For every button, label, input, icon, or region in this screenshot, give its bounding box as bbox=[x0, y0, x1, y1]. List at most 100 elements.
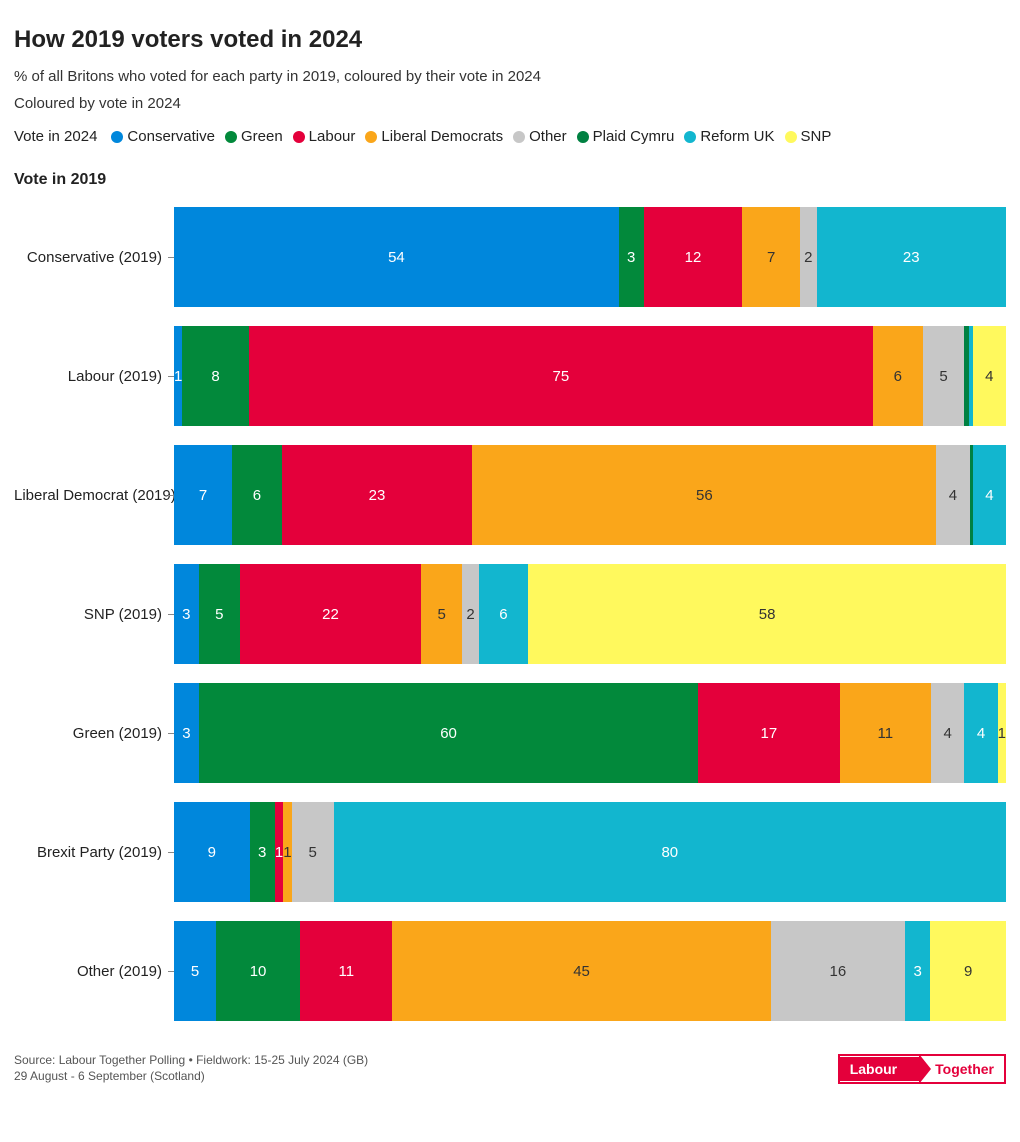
row-label: Other (2019) bbox=[14, 963, 168, 980]
chart-row: SNP (2019)352252658 bbox=[14, 564, 1006, 664]
logo-right: Together bbox=[931, 1057, 1004, 1081]
bar-segment: 5 bbox=[923, 326, 965, 426]
bar-segment: 7 bbox=[174, 445, 232, 545]
source-text: Source: Labour Together Polling • Fieldw… bbox=[14, 1053, 368, 1084]
bar-segment: 4 bbox=[964, 683, 997, 783]
bar-segment: 5 bbox=[292, 802, 334, 902]
legend-item: Plaid Cymru bbox=[577, 128, 675, 145]
legend-label: Labour bbox=[309, 128, 356, 145]
chart-row: Labour (2019) 1875654 bbox=[14, 326, 1006, 426]
bar-segment: 1 bbox=[174, 326, 182, 426]
legend-item: Other bbox=[513, 128, 567, 145]
bar-segment: 6 bbox=[479, 564, 528, 664]
labour-together-logo: Labour Together bbox=[838, 1054, 1006, 1084]
bar-segment: 23 bbox=[817, 207, 1006, 307]
bar-segment: 54 bbox=[174, 207, 619, 307]
row-label: Liberal Democrat (2019) bbox=[14, 487, 168, 504]
stacked-bar: 543127223 bbox=[174, 207, 1006, 307]
logo-left: Labour bbox=[840, 1057, 919, 1081]
legend-label: Liberal Democrats bbox=[381, 128, 503, 145]
logo-arrow-icon bbox=[919, 1054, 931, 1084]
bar-segment: 11 bbox=[300, 921, 392, 1021]
stacked-bar: 76235644 bbox=[174, 445, 1006, 545]
legend-swatch-icon bbox=[577, 131, 589, 143]
legend-swatch-icon bbox=[225, 131, 237, 143]
bar-segment: 4 bbox=[973, 445, 1006, 545]
stacked-bar: 51011451639 bbox=[174, 921, 1006, 1021]
bar-segment: 3 bbox=[905, 921, 930, 1021]
bar-segment: 60 bbox=[199, 683, 698, 783]
row-label: Conservative (2019) bbox=[14, 249, 168, 266]
bar-segment: 1 bbox=[998, 683, 1006, 783]
bar-segment: 1 bbox=[275, 802, 283, 902]
bar-segment: 10 bbox=[216, 921, 300, 1021]
bar-segment: 3 bbox=[174, 564, 199, 664]
bar-segment: 3 bbox=[174, 683, 199, 783]
legend-swatch-icon bbox=[513, 131, 525, 143]
chart-row: Conservative (2019) 543127223 bbox=[14, 207, 1006, 307]
chart-row: Other (2019) 51011451639 bbox=[14, 921, 1006, 1021]
chart-footer: Source: Labour Together Polling • Fieldw… bbox=[14, 1053, 1006, 1084]
bar-segment: 4 bbox=[973, 326, 1006, 426]
bar-segment: 22 bbox=[240, 564, 421, 664]
legend-label: Green bbox=[241, 128, 283, 145]
bar-segment: 45 bbox=[392, 921, 770, 1021]
legend-swatch-icon bbox=[365, 131, 377, 143]
legend-label: Plaid Cymru bbox=[593, 128, 675, 145]
legend-item: Green bbox=[225, 128, 283, 145]
legend-item: Labour bbox=[293, 128, 356, 145]
chart-row: Liberal Democrat (2019)76235644 bbox=[14, 445, 1006, 545]
legend-swatch-icon bbox=[293, 131, 305, 143]
chart-subtitle-2: Coloured by vote in 2024 bbox=[14, 95, 1006, 112]
bar-segment: 16 bbox=[771, 921, 905, 1021]
stacked-bar-chart: Conservative (2019)543127223Labour (2019… bbox=[14, 207, 1006, 1031]
bar-segment: 58 bbox=[528, 564, 1006, 664]
bar-segment: 5 bbox=[421, 564, 462, 664]
chart-title: How 2019 voters voted in 2024 bbox=[14, 26, 1006, 54]
row-label: Labour (2019) bbox=[14, 368, 168, 385]
legend-swatch-icon bbox=[684, 131, 696, 143]
legend-swatch-icon bbox=[111, 131, 123, 143]
bar-segment: 75 bbox=[249, 326, 873, 426]
source-line-1: Source: Labour Together Polling • Fieldw… bbox=[14, 1053, 368, 1069]
bar-segment: 2 bbox=[462, 564, 478, 664]
chart-row: Brexit Party (2019) 9311580 bbox=[14, 802, 1006, 902]
bar-segment: 3 bbox=[619, 207, 644, 307]
legend-label: Reform UK bbox=[700, 128, 774, 145]
bar-segment: 5 bbox=[199, 564, 240, 664]
chart-row: Green (2019)3601711441 bbox=[14, 683, 1006, 783]
legend-item: Liberal Democrats bbox=[365, 128, 503, 145]
row-label: Brexit Party (2019) bbox=[14, 844, 168, 861]
bar-segment: 1 bbox=[283, 802, 291, 902]
legend-label: SNP bbox=[801, 128, 832, 145]
stacked-bar: 1875654 bbox=[174, 326, 1006, 426]
legend-label: Conservative bbox=[127, 128, 215, 145]
row-label: SNP (2019) bbox=[14, 606, 168, 623]
bar-segment: 23 bbox=[282, 445, 473, 545]
y-axis-title: Vote in 2019 bbox=[14, 171, 1006, 189]
bar-segment: 9 bbox=[174, 802, 250, 902]
stacked-bar: 352252658 bbox=[174, 564, 1006, 664]
source-line-2: 29 August - 6 September (Scotland) bbox=[14, 1069, 368, 1085]
bar-segment: 6 bbox=[873, 326, 923, 426]
bar-segment: 5 bbox=[174, 921, 216, 1021]
bar-segment: 4 bbox=[936, 445, 969, 545]
bar-segment: 7 bbox=[742, 207, 800, 307]
row-label: Green (2019) bbox=[14, 725, 168, 742]
chart-subtitle: % of all Britons who voted for each part… bbox=[14, 68, 1006, 85]
bar-segment: 4 bbox=[931, 683, 964, 783]
stacked-bar: 3601711441 bbox=[174, 683, 1006, 783]
bar-segment: 56 bbox=[472, 445, 936, 545]
bar-segment: 6 bbox=[232, 445, 282, 545]
bar-segment: 3 bbox=[250, 802, 275, 902]
bar-segment: 80 bbox=[334, 802, 1006, 902]
bar-segment: 9 bbox=[930, 921, 1006, 1021]
legend-title: Vote in 2024 bbox=[14, 128, 97, 145]
legend-item: Conservative bbox=[111, 128, 215, 145]
bar-segment: 12 bbox=[644, 207, 743, 307]
stacked-bar: 9311580 bbox=[174, 802, 1006, 902]
legend: Vote in 2024 Conservative Green Labour Libe… bbox=[14, 128, 1006, 145]
bar-segment: 11 bbox=[840, 683, 932, 783]
bar-segment: 17 bbox=[698, 683, 839, 783]
legend-item: Reform UK bbox=[684, 128, 774, 145]
